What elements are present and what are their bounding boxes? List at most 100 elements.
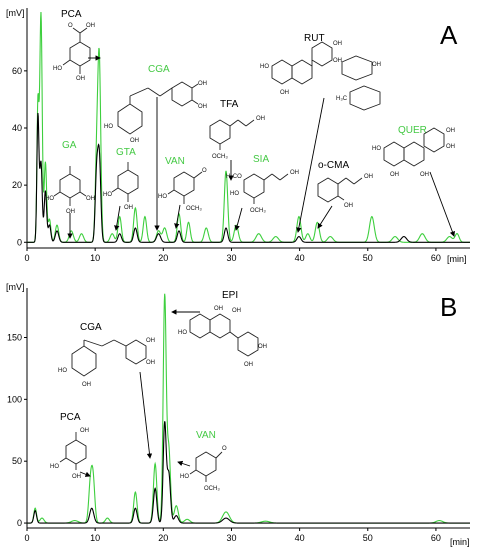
x-tick-label: 30 [226,533,236,543]
cga-a-atom-ho: HO [104,124,113,130]
y-tick-label: 150 [7,332,22,342]
cga-b-atom-ho: HO [58,368,67,374]
ga-atom-oh1: OH [86,196,95,202]
panel-b-y-unit: [mV] [6,282,25,292]
x-tick-label: 20 [158,533,168,543]
pca-structure-a [62,27,91,74]
x-tick-label: 10 [90,253,100,263]
panel-b-letter: B [440,292,457,322]
pca-b-atom-oh1: OH [80,428,89,434]
ga-atom-oh2: OH [66,209,75,215]
rut-atom-oh1: OH [333,41,342,47]
chromatogram-panel-a: [mV] [min] A 0 10 20 30 40 50 60 0 20 40 60 PCA CG… [6,8,470,264]
trace-black [27,113,470,243]
cga-b-atom-oh3: OH [82,382,91,388]
label-rut: RUT [304,33,325,44]
y-tick-label: 60 [12,66,22,76]
panel-b-x-unit: [min] [450,537,470,547]
ga-structure [53,166,87,206]
o-cma-structure [317,177,363,203]
rut-atom-ho1: HO [260,64,269,70]
pca-a-atom-ho: HO [53,66,62,72]
cga-b-arrow [139,371,153,459]
pca-a-atom-oh2: OH [76,76,85,82]
epi-atom-oh4: OH [244,362,253,368]
label-sia: SIA [253,154,269,165]
panel-a-y-unit: [mV] [6,8,25,18]
label-pca-a: PCA [61,9,82,20]
x-tick-label: 40 [295,533,305,543]
y-tick-label: 0 [17,237,22,247]
rut-atom-oh4: OH [372,62,381,68]
sia-atom-h3co: H₃CO [226,174,242,180]
rut-structure [271,41,381,111]
van-a-atom-o: O [202,168,207,174]
tfa-atom-och3: OCH₃ [212,154,228,160]
epi-atom-oh1: OH [214,306,223,312]
y-tick-label: 50 [12,456,22,466]
x-tick-label: 60 [431,253,441,263]
pca-b-atom-ho: HO [50,464,59,470]
panel-b-ticks: 0 10 20 30 40 50 60 0 50 100 150 [7,332,441,543]
quer-atom-oh4: OH [420,172,429,178]
tfa-structure [209,119,255,150]
sia-atom-oh1: OH [290,170,299,176]
epi-atom-oh3: OH [258,344,267,350]
quer-atom-oh3: OH [390,172,399,178]
label-van-b: VAN [196,430,216,441]
trace-black [27,421,470,524]
gta-structure [111,162,139,202]
quer-structure [383,127,445,167]
quer-atom-oh2: OH [446,144,455,150]
label-cga-b: CGA [80,322,102,333]
label-ga: GA [62,140,77,151]
cga-b-atom-oh1: OH [146,338,155,344]
sia-arrow [234,207,243,231]
y-tick-label: 40 [12,123,22,133]
x-tick-label: 50 [363,253,373,263]
van-b-atom-ho: HO [180,474,189,480]
van-structure-a [167,171,203,204]
pca-a-atom-o: O [68,23,73,29]
o-cma-arrow [317,205,333,229]
sia-atom-och3: OCH₃ [250,208,266,214]
van-structure-b [189,451,223,482]
tfa-atom-oh: OH [256,116,265,122]
gta-atom-ho: HO [103,192,112,198]
quer-atom-oh1: OH [446,128,455,134]
epi-atom-oh2: OH [232,308,241,314]
epi-atom-ho: HO [178,330,187,336]
o-cma-atom-oh2: OH [344,203,353,209]
panel-a-x-unit: [min] [447,254,467,264]
sia-structure [243,173,289,204]
x-tick-label: 20 [158,253,168,263]
gta-arrow [114,205,121,231]
rut-arrow [296,97,325,233]
pca-structure-b [59,432,87,470]
label-o-cma: o-CMA [318,160,349,171]
o-cma-atom-oh1: OH [364,174,373,180]
label-cga-a: CGA [148,64,170,75]
label-pca-b: PCA [60,412,81,423]
van-a-atom-ho: HO [158,194,167,200]
panel-a-ticks: 0 10 20 30 40 50 60 0 20 40 60 [12,66,441,263]
panel-a-traces [27,12,470,243]
x-tick-label: 50 [363,533,373,543]
van-a-atom-och3: OCH₃ [186,206,202,212]
rut-atom-oh3: OH [280,90,289,96]
panel-a-letter: A [440,20,458,50]
x-tick-label: 0 [24,533,29,543]
x-tick-label: 0 [24,253,29,263]
cga-a-atom-oh1: OH [198,81,207,87]
ga-atom-ho: HO [45,196,54,202]
rut-atom-oh2: OH [333,58,342,64]
gta-atom-oh: OH [124,205,133,211]
x-tick-label: 30 [226,253,236,263]
label-gta: GTA [116,147,136,158]
van-b-arrow [177,460,191,467]
epi-structure [189,313,259,357]
quer-arrow [429,171,455,237]
panel-b-traces [27,293,470,524]
